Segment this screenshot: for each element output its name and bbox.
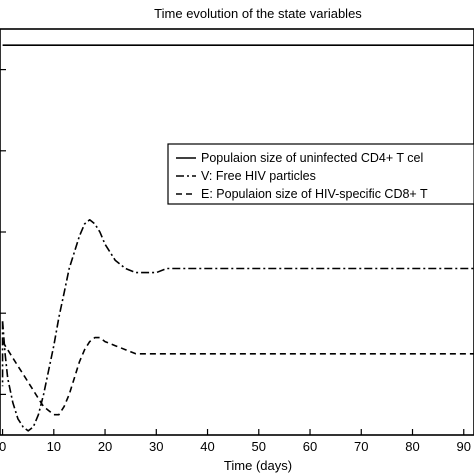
x-tick-label: 40: [200, 439, 214, 454]
legend-label-cd4: Populaion size of uninfected CD4+ T cel: [201, 151, 423, 165]
x-tick-label: 70: [354, 439, 368, 454]
x-tick-label: 60: [303, 439, 317, 454]
x-ticks: [1, 429, 465, 435]
x-tick-label: 0: [0, 439, 6, 454]
x-tick-label: 20: [98, 439, 112, 454]
x-tick-label: 90: [457, 439, 471, 454]
plot-frame: [0, 28, 474, 436]
y-ticks: [0, 68, 6, 395]
x-tick-labels: 0 10 20 30 40 50 60 70 80 90: [0, 439, 471, 454]
series-line-2: [1, 336, 474, 416]
legend-label-e: E: Populaion size of HIV-specific CD8+ T: [201, 187, 428, 201]
series-layer: [1, 44, 474, 432]
x-tick-label: 30: [149, 439, 163, 454]
x-tick-label: 50: [252, 439, 266, 454]
legend-box: [167, 143, 474, 205]
series-line-1: [1, 219, 474, 432]
legend-label-v: V: Free HIV particles: [201, 169, 316, 183]
x-tick-label: 10: [47, 439, 61, 454]
chart-title: Time evolution of the state variables: [154, 6, 362, 21]
x-tick-label: 80: [405, 439, 419, 454]
x-axis-label: Time (days): [224, 458, 292, 473]
legend: Populaion size of uninfected CD4+ T cel …: [167, 143, 474, 205]
